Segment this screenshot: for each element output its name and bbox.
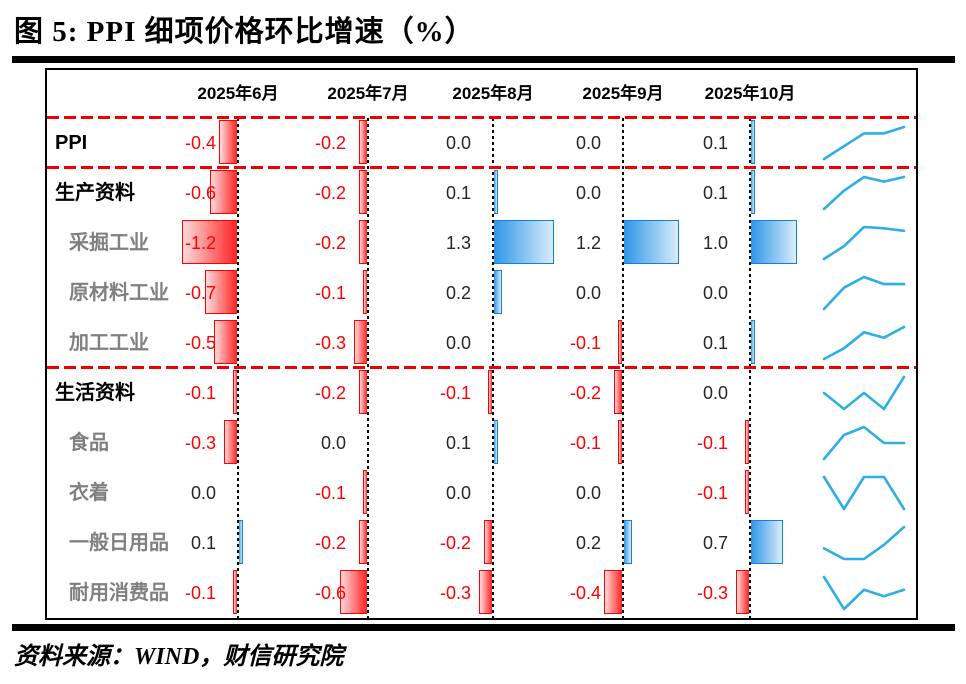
value-cell: 0.1: [702, 133, 728, 153]
negative-bar: [604, 570, 623, 614]
trend-sparkline: [822, 475, 906, 511]
positive-bar: [750, 520, 783, 564]
trend-sparkline: [822, 175, 906, 211]
value-cell: -0.2: [314, 183, 346, 203]
column-header: 2025年10月: [704, 84, 796, 103]
negative-bar: [479, 570, 493, 614]
source-attribution: 资料来源：WIND，财信研究院: [14, 644, 344, 670]
value-cell: -0.5: [184, 333, 216, 353]
row-label: 一般日用品: [69, 532, 169, 554]
row-label: 衣着: [69, 482, 109, 504]
value-cell: -0.1: [569, 433, 601, 453]
value-cell: 0.0: [575, 283, 601, 303]
value-cell: 0.0: [575, 133, 601, 153]
value-cell: -0.1: [696, 433, 728, 453]
value-cell: 0.1: [702, 183, 728, 203]
value-cell: 1.3: [445, 233, 471, 253]
value-cell: 0.0: [575, 483, 601, 503]
trend-sparkline: [822, 275, 906, 311]
row-label: 加工工业: [69, 332, 149, 354]
trend-sparkline: [822, 375, 906, 411]
negative-bar: [210, 170, 238, 214]
value-cell: 1.0: [702, 233, 728, 253]
footer-divider-rule: [12, 624, 955, 631]
value-cell: -0.3: [314, 333, 346, 353]
trend-sparkline: [822, 425, 906, 461]
value-cell: 0.1: [445, 433, 471, 453]
trend-sparkline: [822, 525, 906, 561]
value-cell: -0.3: [696, 583, 728, 603]
positive-bar: [750, 220, 797, 264]
value-cell: -0.1: [314, 483, 346, 503]
negative-bar: [354, 320, 368, 364]
value-cell: 0.1: [190, 533, 216, 553]
negative-bar: [340, 570, 368, 614]
trend-sparkline: [822, 225, 906, 261]
value-cell: 1.2: [575, 233, 601, 253]
value-cell: 0.0: [702, 383, 728, 403]
row-label: 生产资料: [55, 182, 135, 204]
value-cell: -0.1: [184, 383, 216, 403]
value-cell: 0.0: [702, 283, 728, 303]
figure-title: 图 5: PPI 细项价格环比增速（%）: [14, 16, 475, 48]
value-cell: -0.6: [314, 583, 346, 603]
row-label: 采掘工业: [69, 232, 149, 254]
trend-sparkline: [822, 125, 906, 161]
row-label: 生活资料: [55, 382, 135, 404]
column-header: 2025年7月: [327, 84, 409, 103]
value-cell: 0.2: [445, 283, 471, 303]
row-label: PPI: [55, 132, 88, 154]
value-cell: -0.1: [696, 483, 728, 503]
value-cell: 0.0: [575, 183, 601, 203]
value-cell: -0.2: [314, 133, 346, 153]
separator-dashed-line: [47, 166, 916, 169]
value-cell: -0.1: [184, 583, 216, 603]
value-cell: -0.1: [569, 333, 601, 353]
negative-bar: [182, 220, 238, 264]
value-cell: -0.3: [184, 433, 216, 453]
negative-bar: [205, 270, 238, 314]
negative-bar: [736, 570, 750, 614]
negative-bar: [219, 120, 238, 164]
row-label: 原材料工业: [69, 282, 169, 304]
value-cell: -1.2: [184, 233, 216, 253]
value-cell: 0.0: [190, 483, 216, 503]
negative-bar: [224, 420, 238, 464]
value-cell: -0.2: [314, 533, 346, 553]
value-cell: 0.0: [320, 433, 346, 453]
trend-sparkline: [822, 575, 906, 611]
column-header: 2025年6月: [197, 84, 279, 103]
value-cell: -0.1: [439, 383, 471, 403]
value-cell: 0.1: [702, 333, 728, 353]
value-cell: 0.0: [445, 333, 471, 353]
value-cell: 0.7: [702, 533, 728, 553]
value-cell: -0.2: [569, 383, 601, 403]
separator-dashed-line: [47, 116, 916, 119]
value-cell: 0.2: [575, 533, 601, 553]
value-cell: -0.7: [184, 283, 216, 303]
chart-panel: 2025年6月 2025年7月 2025年8月 2025年9月 2025年10月 PPI -…: [45, 68, 918, 620]
value-cell: -0.1: [314, 283, 346, 303]
trend-sparkline: [822, 325, 906, 361]
value-cell: -0.4: [184, 133, 216, 153]
value-cell: -0.2: [314, 383, 346, 403]
value-cell: -0.3: [439, 583, 471, 603]
row-label: 食品: [69, 432, 109, 454]
column-header: 2025年9月: [582, 84, 664, 103]
row-label: 耐用消费品: [69, 582, 169, 604]
negative-bar: [214, 320, 238, 364]
positive-bar: [493, 220, 554, 264]
value-cell: 0.0: [445, 133, 471, 153]
title-divider-rule: [12, 56, 955, 63]
value-cell: -0.4: [569, 583, 601, 603]
separator-dashed-line: [47, 366, 916, 369]
value-cell: -0.2: [314, 233, 346, 253]
value-cell: -0.2: [439, 533, 471, 553]
value-cell: 0.1: [445, 183, 471, 203]
column-header: 2025年8月: [452, 84, 534, 103]
value-cell: -0.6: [184, 183, 216, 203]
value-cell: 0.0: [445, 483, 471, 503]
